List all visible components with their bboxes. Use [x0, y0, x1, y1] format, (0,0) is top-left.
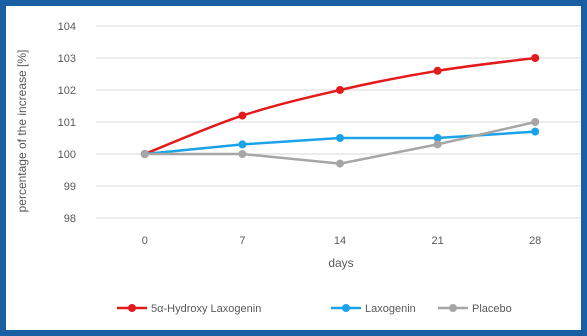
data-point: [238, 140, 247, 149]
data-point: [531, 54, 540, 62]
data-point: [433, 140, 442, 149]
gridlines: [96, 25, 581, 219]
data-point: [336, 159, 344, 168]
data-point: [433, 134, 442, 142]
y-tick-label: 99: [64, 181, 76, 193]
legend-label: Laxogenin: [365, 303, 416, 315]
x-tick-labels: 0 7 14 21 28: [142, 235, 542, 247]
x-tick-label: 28: [529, 235, 541, 247]
y-tick-labels: 98 99 100 101 102 103 104: [58, 21, 76, 225]
data-point: [531, 127, 540, 136]
legend-marker: [342, 304, 350, 312]
data-point: [336, 86, 344, 94]
legend-label: 5α-Hydroxy Laxogenin: [151, 303, 261, 315]
x-tick-label: 0: [142, 235, 148, 247]
y-axis-title: percentage of the increase [%]: [15, 50, 29, 213]
y-tick-label: 98: [64, 213, 76, 225]
y-tick-label: 100: [58, 149, 76, 161]
x-axis-title: days: [328, 256, 353, 270]
data-point: [238, 150, 247, 158]
data-point: [433, 66, 442, 75]
series-lines: [140, 54, 540, 168]
x-tick-label: 14: [334, 235, 346, 247]
legend: 5α-Hydroxy Laxogenin Laxogenin Placebo: [117, 303, 512, 315]
x-tick-label: 21: [431, 235, 443, 247]
legend-marker: [128, 304, 136, 312]
data-point: [238, 111, 247, 120]
data-point: [531, 118, 540, 126]
legend-label: Placebo: [472, 303, 512, 315]
y-tick-label: 101: [58, 117, 76, 129]
y-tick-label: 102: [58, 85, 76, 97]
line-chart: 98 99 100 101 102 103 104 0 7 14 21 28 percentage …: [15, 21, 581, 315]
data-point: [336, 134, 344, 142]
y-tick-label: 104: [58, 21, 76, 33]
y-tick-label: 103: [58, 53, 76, 65]
legend-marker: [449, 304, 457, 312]
series-line: [144, 120, 536, 165]
data-point: [140, 150, 149, 158]
x-tick-label: 7: [239, 235, 245, 247]
chart-frame: 98 99 100 101 102 103 104 0 7 14 21 28 percentage …: [6, 6, 581, 330]
